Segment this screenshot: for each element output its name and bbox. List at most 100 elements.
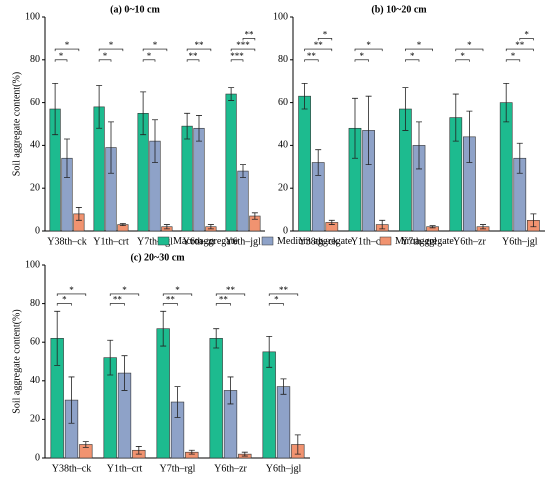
error-bar	[315, 149, 322, 176]
y-tick-label: 40	[278, 140, 288, 151]
x-tick-label: Y6th–jgl	[266, 463, 302, 474]
error-bar	[416, 121, 422, 170]
significance-bracket	[56, 293, 87, 296]
significance-bracket	[505, 48, 534, 52]
significance-bracket	[162, 293, 193, 296]
error-bar	[294, 434, 301, 455]
significance-label: *	[460, 51, 465, 61]
error-bar	[140, 91, 147, 136]
error-bar	[516, 142, 523, 174]
significance-bracket	[215, 303, 231, 306]
significance-bracket	[142, 48, 168, 52]
error-bar	[207, 224, 214, 230]
significance-label: ***	[230, 51, 244, 61]
y-tick-label: 100	[273, 11, 288, 22]
x-tick-label: Y7th–rgl	[160, 463, 196, 474]
error-bar	[188, 449, 195, 455]
significance-bracket	[54, 59, 68, 62]
x-tick-label: Y38th–ck	[298, 236, 337, 247]
significance-label: **	[244, 29, 254, 39]
error-bar	[152, 119, 158, 163]
error-bar	[163, 224, 170, 230]
x-tick-label: Y6th–zr	[183, 236, 216, 247]
bar	[209, 338, 223, 459]
y-tick-label: 100	[25, 259, 40, 270]
significance-label: **	[195, 40, 205, 50]
error-bar	[328, 219, 335, 225]
significance-label: **	[113, 295, 123, 305]
y-tick-label: 40	[30, 140, 40, 151]
y-tick-label: 20	[30, 414, 40, 425]
error-bar	[75, 207, 82, 221]
significance-label: *	[467, 40, 472, 50]
significance-label: **	[189, 51, 199, 61]
legend-label: Miroaggregate	[395, 236, 454, 247]
error-bar	[228, 87, 235, 101]
x-tick-label: Y7th–rgl	[401, 236, 437, 247]
significance-bracket	[98, 59, 112, 62]
error-bar	[379, 219, 386, 230]
significance-label: *	[69, 285, 74, 295]
significance-bracket	[268, 293, 299, 296]
x-tick-label: Y1th–crt	[351, 236, 387, 247]
x-tick-label: Y6th–jgl	[225, 236, 261, 247]
y-tick-label: 0	[35, 225, 40, 236]
error-bar	[241, 451, 248, 457]
legend-swatch	[379, 236, 392, 246]
significance-bracket	[109, 293, 140, 296]
x-tick-label: Y7th–rgl	[137, 236, 173, 247]
y-tick-label: 60	[30, 97, 40, 108]
legend-swatch	[261, 236, 274, 246]
error-bar	[160, 310, 167, 347]
error-bar	[280, 378, 287, 395]
significance-label: ***	[236, 40, 250, 50]
chart-title: (a) 0~10 cm	[110, 4, 160, 15]
error-bar	[196, 115, 202, 142]
significance-label: *	[153, 40, 158, 50]
significance-label: *	[109, 40, 114, 50]
legend-label: Macroaggregate	[173, 236, 239, 247]
significance-label: *	[417, 40, 422, 50]
significance-bracket	[317, 38, 333, 41]
x-tick-label: Y6th–jgl	[502, 236, 538, 247]
error-bar	[119, 223, 126, 227]
error-bar	[64, 138, 70, 178]
error-bar	[68, 376, 75, 424]
bar	[276, 386, 291, 459]
significance-bracket	[230, 48, 256, 52]
significance-label: **	[279, 285, 289, 295]
significance-label: *	[122, 285, 127, 295]
significance-bracket	[230, 59, 244, 62]
significance-label: **	[226, 285, 236, 295]
y-tick-label: 20	[30, 182, 40, 193]
significance-bracket	[98, 48, 124, 52]
error-bar	[351, 97, 358, 159]
significance-label: **	[515, 40, 525, 50]
y-tick-label: 60	[278, 97, 288, 108]
error-bar	[174, 386, 181, 418]
significance-bracket	[142, 59, 156, 62]
significance-label: *	[65, 40, 70, 50]
y-tick-label: 80	[30, 54, 40, 65]
significance-bracket	[455, 59, 470, 62]
error-bar	[503, 82, 510, 123]
error-bar	[96, 85, 103, 129]
significance-label: **	[166, 295, 176, 305]
significance-label: *	[147, 51, 152, 61]
y-tick-label: 100	[25, 11, 40, 22]
legend-swatch	[157, 236, 170, 246]
significance-bracket	[162, 303, 178, 306]
significance-label: *	[360, 51, 365, 61]
error-bar	[452, 93, 459, 142]
error-bar	[107, 339, 114, 376]
x-tick-label: Y6th–zr	[214, 463, 247, 474]
chart-title: (b) 10~20 cm	[371, 4, 427, 15]
bar	[193, 127, 205, 232]
error-bar	[54, 310, 61, 366]
significance-bracket	[455, 48, 484, 52]
significance-bracket	[242, 38, 256, 41]
significance-label: *	[103, 51, 108, 61]
significance-bracket	[54, 48, 80, 52]
significance-bracket	[405, 59, 420, 62]
significance-bracket	[268, 303, 284, 306]
